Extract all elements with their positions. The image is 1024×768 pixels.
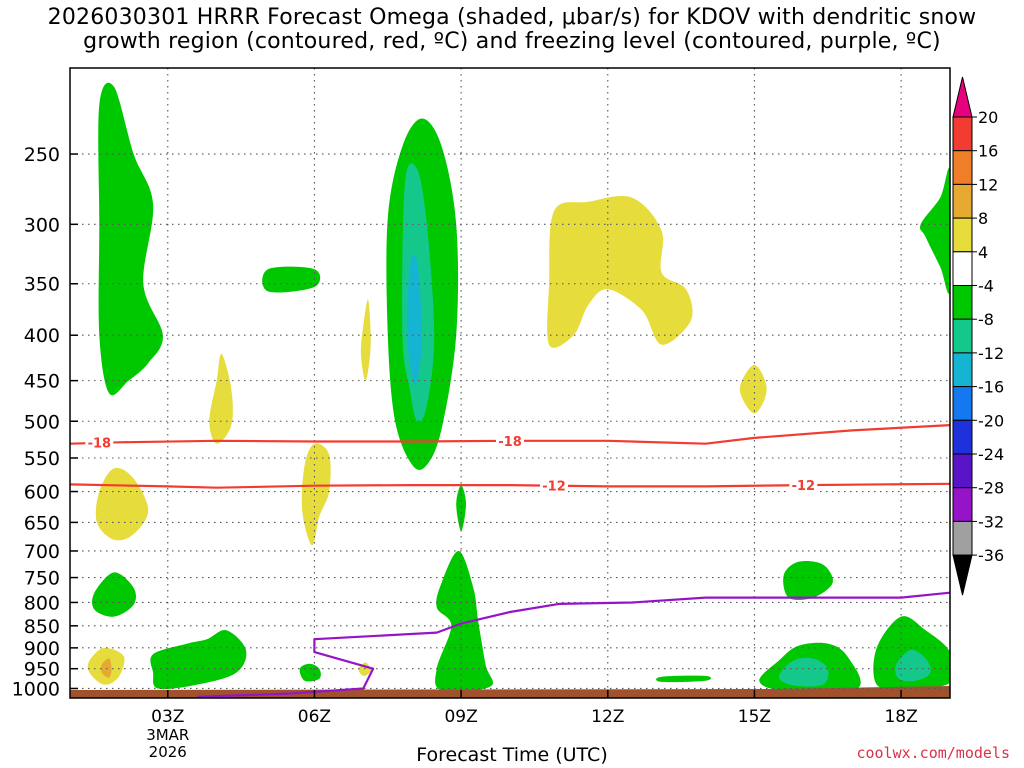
colorbar-top-arrow [952,76,973,118]
ground-strip [70,686,950,698]
omega-region-12 [783,560,833,600]
omega-region-1 [262,266,321,293]
omega-region-10 [299,663,321,682]
contour-dgz-12 [70,482,950,489]
y-tick-label-800: 800 [24,592,60,614]
ground-terrain [70,686,950,698]
colorbar-segment-10 [952,419,973,455]
colorbar-label-8: -16 [978,378,1004,397]
colorbar-label-4: 4 [978,243,988,262]
contour-label-m18-0: -18 [88,436,112,451]
credit-link[interactable]: coolwx.com/models [856,744,1010,762]
omega-region-8 [92,572,136,617]
y-tick-label-350: 350 [24,274,60,296]
omega-region-25 [739,364,767,414]
colorbar-label-11: -28 [978,479,1004,498]
omega-region-5 [919,168,950,294]
y-tick-label-900: 900 [24,638,60,660]
y-tick-label-700: 700 [24,541,60,563]
contour-label-m12-1: -12 [792,479,816,494]
x-tick-label-09Z: 09Z [444,707,477,727]
colorbar-segment-7 [952,318,973,354]
y-tick-label-300: 300 [24,214,60,236]
colorbar-segment-5 [952,251,973,287]
colorbar-segment-9 [952,386,973,421]
contour-freezing-level [197,591,950,698]
colorbar-label-1: 16 [978,142,998,161]
colorbar-label-12: -32 [978,512,1004,531]
chart-title-line-1: 2026030301 HRRR Forecast Omega (shaded, … [47,5,977,30]
colorbar-label-7: -12 [978,344,1004,363]
y-tick-label-850: 850 [24,616,60,638]
gridlines [70,68,950,698]
colorbar-label-13: -36 [978,546,1004,565]
colorbar-segment-13 [952,520,973,556]
y-axis: 2503003504004505005506006507007508008509… [12,144,78,700]
x-date-label-0: 3MAR [146,726,189,744]
colorbar-segment-2 [952,150,973,185]
omega-region-0 [98,82,163,396]
y-tick-label-400: 400 [24,325,60,347]
y-tick-label-1000: 1000 [12,678,60,700]
x-tick-label-18Z: 18Z [884,707,917,727]
colorbar: 20 16 12 8 4 -4 -8 -12 -16 -20 -24 -28 -32 -36 [952,76,1004,596]
contour-label-bg [496,432,524,449]
colorbar-label-6: -8 [978,310,994,329]
omega-region-23 [100,658,112,678]
omega-region-7 [435,550,494,692]
contour-lines: -18 -18 -12 -12 [70,424,950,698]
x-tick-label-12Z: 12Z [591,707,624,727]
omega-region-9 [150,630,247,690]
colorbar-segment-6 [952,285,973,320]
chart-title-line-2: growth region (contoured, red, ºC) and f… [83,29,941,54]
colorbar-label-5: -4 [978,277,994,296]
y-tick-label-250: 250 [24,144,60,166]
colorbar-segment-4 [952,217,973,253]
colorbar-segment-1 [952,116,973,152]
colorbar-label-9: -20 [978,411,1004,430]
colorbar-segment-12 [952,487,973,522]
omega-region-6 [456,485,466,532]
omega-region-14 [778,657,829,687]
colorbar-segment-11 [952,453,973,489]
y-tick-label-750: 750 [24,568,60,590]
contour-label-bg [540,477,568,494]
y-tick-label-600: 600 [24,482,60,504]
x-date-label-1: 2026 [149,743,187,761]
omega-region-16 [895,649,931,682]
y-tick-label-500: 500 [24,411,60,433]
colorbar-label-10: -24 [978,445,1004,464]
contour-label-m18-1: -18 [498,435,522,450]
omega-region-21 [95,467,149,541]
contour-label-bg [789,477,818,494]
y-tick-label-450: 450 [24,371,60,393]
contour-label-bg [85,434,114,451]
omega-region-20 [301,443,331,546]
contour-label-m12-0: -12 [542,480,566,495]
y-tick-label-650: 650 [24,512,60,534]
omega-region-11 [656,675,712,683]
x-tick-label-03Z: 03Z [151,707,184,727]
colorbar-label-3: 8 [978,209,988,228]
colorbar-label-0: 20 [978,108,998,127]
omega-region-18 [209,353,233,444]
colorbar-segment-3 [952,183,973,219]
omega-region-4 [407,254,422,385]
x-axis-title: Forecast Time (UTC) [416,744,608,766]
plot-frame [69,67,951,699]
chart-title: 2026030301 HRRR Forecast Omega (shaded, … [0,6,1024,54]
omega-region-19 [360,299,371,381]
omega-region-17 [547,196,693,348]
x-tick-label-06Z: 06Z [298,707,331,727]
colorbar-segment-8 [952,352,973,388]
y-tick-label-950: 950 [24,659,60,681]
omega-shading [87,82,950,693]
y-tick-label-550: 550 [24,448,60,470]
colorbar-label-2: 12 [978,175,998,194]
x-tick-label-15Z: 15Z [738,707,771,727]
colorbar-bottom-arrow [952,554,973,596]
